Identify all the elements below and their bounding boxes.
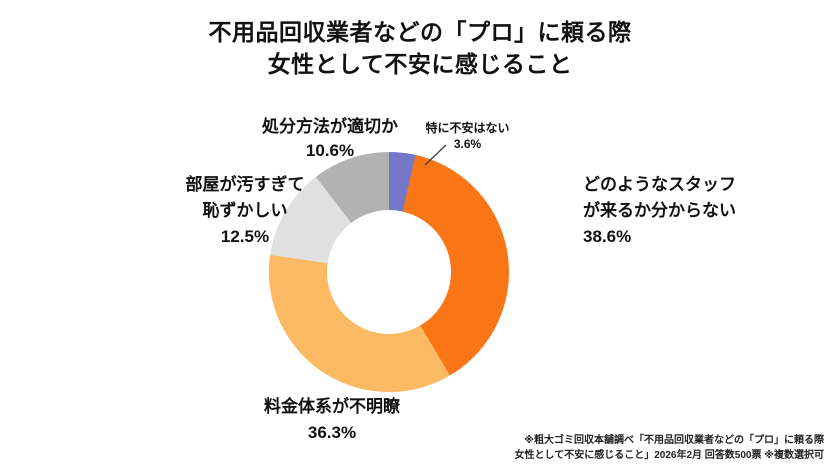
chart-title-line-1: 不用品回収業者などの「プロ」に頼る際	[208, 19, 632, 45]
donut-hole	[327, 210, 451, 334]
source-footnote-line-2: 女性として不安に感じること」2026年2月 回答数500票 ※複数選択可	[514, 450, 824, 461]
callout-room: 部屋が汚すぎて 恥ずかしい 12.5%	[160, 172, 330, 250]
callout-none-value: 3.6%	[453, 137, 482, 151]
callout-price-value: 36.3%	[307, 423, 357, 442]
callout-disposal-value: 10.6%	[305, 141, 355, 160]
chart-title: 不用品回収業者などの「プロ」に頼る際 女性として不安に感じること	[0, 16, 840, 80]
callout-disposal-label: 処分方法が適切か	[262, 117, 398, 136]
callout-none-label: 特に不安はない	[425, 121, 510, 135]
callout-staff-label-line-1: どのようなスタッフ	[583, 175, 736, 194]
callout-none: 特に不安はない 3.6%	[410, 120, 525, 152]
source-footnote-line-1: ※粗大ゴミ回収本舗調べ「不用品回収業者などの「プロ」に頼る際	[524, 435, 824, 446]
callout-staff-label-line-2: が来るか分からない	[583, 201, 736, 220]
callout-price-label: 料金体系が不明瞭	[264, 397, 400, 416]
callout-price: 料金体系が不明瞭 36.3%	[232, 394, 432, 446]
callout-room-label-line-2: 恥ずかしい	[202, 201, 288, 220]
callout-staff: どのようなスタッフ が来るか分からない 38.6%	[583, 172, 803, 250]
donut-chart	[269, 152, 509, 392]
chart-title-line-2: 女性として不安に感じること	[267, 51, 573, 77]
callout-room-label-line-1: 部屋が汚すぎて	[185, 175, 305, 194]
callout-disposal: 処分方法が適切か 10.6%	[230, 115, 430, 163]
callout-leader-line	[424, 144, 447, 166]
callout-staff-value: 38.6%	[583, 227, 632, 246]
callout-room-value: 12.5%	[220, 227, 270, 246]
source-footnote: ※粗大ゴミ回収本舗調べ「不用品回収業者などの「プロ」に頼る際 女性として不安に感…	[515, 433, 824, 463]
